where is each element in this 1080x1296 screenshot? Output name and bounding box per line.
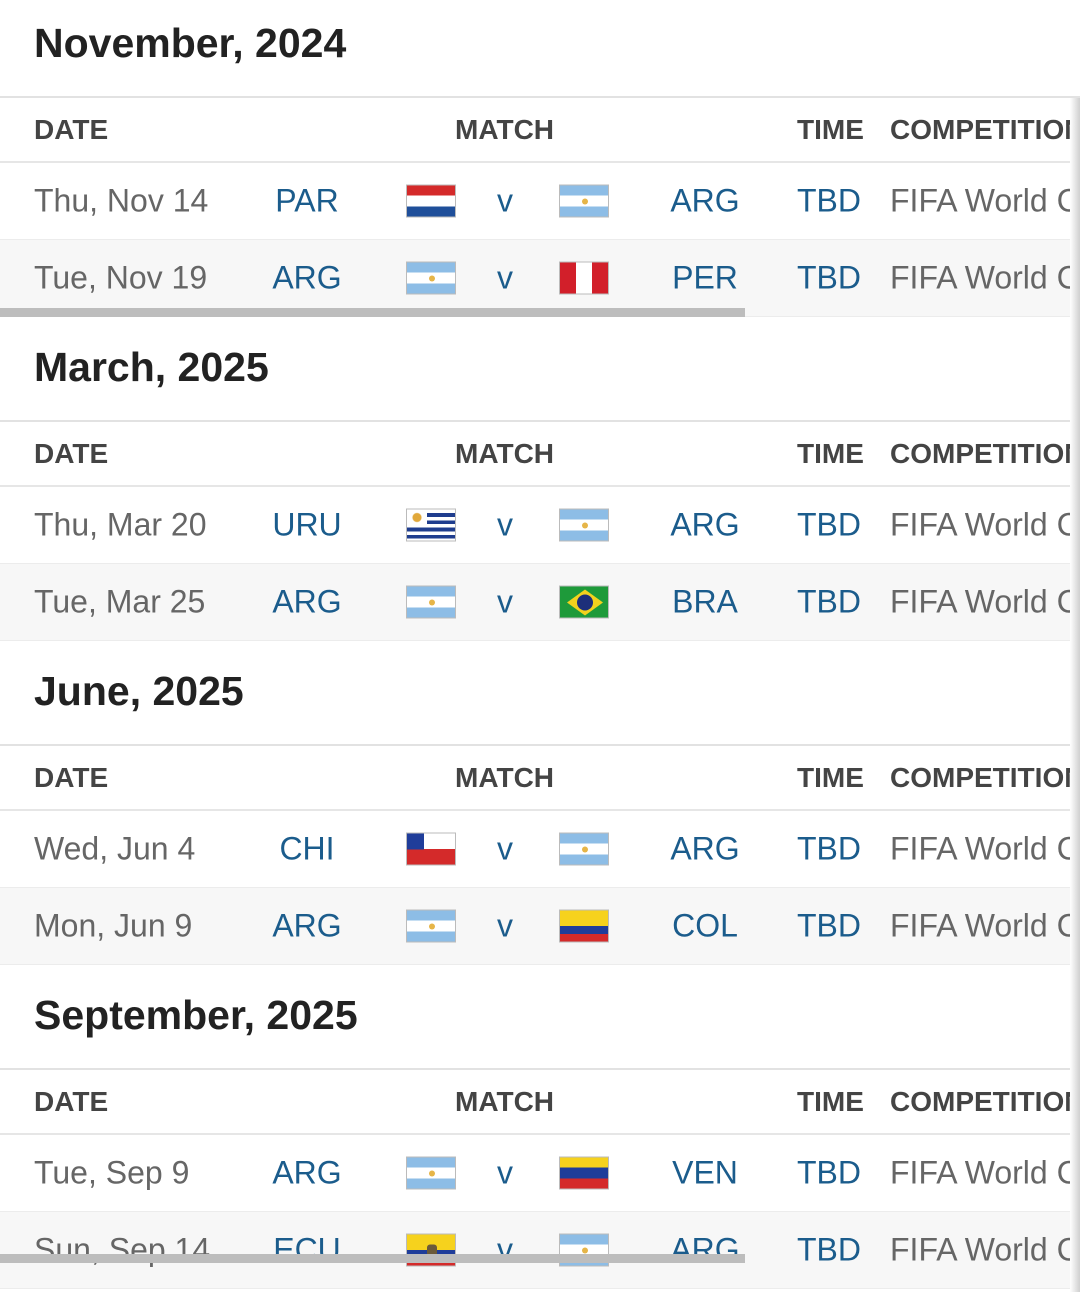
header-competition: COMPETITION (890, 1085, 1080, 1117)
month-section: November, 2024 DATE MATCH TIME COMPETITI… (0, 0, 1080, 324)
horizontal-scrollbar[interactable] (0, 1254, 745, 1263)
home-team-link[interactable]: ARG (272, 1154, 342, 1191)
horizontal-scroll-shadow (1070, 98, 1080, 1292)
table-header: DATE MATCH TIME COMPETITION (0, 422, 1080, 487)
match-time: TBD (797, 583, 861, 620)
brazil-flag-icon (559, 585, 609, 619)
match-row[interactable]: Thu, Mar 20 URU v ARG TBD FIFA World C (0, 487, 1080, 564)
match-row[interactable]: Mon, Jun 9 ARG v COL TBD FIFA World C (0, 888, 1080, 965)
header-time: TIME (797, 113, 864, 145)
home-team-link[interactable]: ARG (272, 259, 342, 296)
argentina-flag-icon (559, 832, 609, 866)
table-header: DATE MATCH TIME COMPETITION (0, 98, 1080, 163)
month-title: November, 2024 (0, 0, 1080, 98)
competition-name: FIFA World C (890, 907, 1080, 944)
match-row[interactable]: Sun, Sep 14 ECU v ARG TBD FIFA World C (0, 1212, 1080, 1289)
home-team-link[interactable]: URU (272, 506, 342, 543)
away-team-link[interactable]: VEN (672, 1154, 738, 1191)
match-time: TBD (797, 182, 861, 219)
header-date: DATE (34, 113, 109, 145)
competition-name: FIFA World C (890, 182, 1080, 219)
match-row[interactable]: Tue, Sep 9 ARG v VEN TBD FIFA World C (0, 1135, 1080, 1212)
header-time: TIME (797, 1085, 864, 1117)
versus-label: v (497, 506, 513, 543)
away-team-link[interactable]: ARG (670, 506, 740, 543)
away-team-link[interactable]: ARG (670, 830, 740, 867)
header-competition: COMPETITION (890, 113, 1080, 145)
competition-name: FIFA World C (890, 259, 1080, 296)
match-time: TBD (797, 830, 861, 867)
argentina-flag-icon (559, 184, 609, 218)
horizontal-scrollbar[interactable] (0, 308, 745, 317)
paraguay-flag-icon (406, 184, 456, 218)
match-date: Mon, Jun 9 (34, 907, 193, 944)
competition-name: FIFA World C (890, 830, 1080, 867)
header-competition: COMPETITION (890, 761, 1080, 793)
match-row[interactable]: Tue, Mar 25 ARG v BRA TBD FIFA World C (0, 564, 1080, 641)
competition-name: FIFA World C (890, 506, 1080, 543)
chile-flag-icon (406, 832, 456, 866)
match-time: TBD (797, 259, 861, 296)
match-time: TBD (797, 1154, 861, 1191)
versus-label: v (497, 830, 513, 867)
header-match: MATCH (455, 113, 555, 145)
header-date: DATE (34, 437, 109, 469)
home-team-link[interactable]: ARG (272, 907, 342, 944)
home-team-link[interactable]: PAR (275, 182, 339, 219)
versus-label: v (497, 1154, 513, 1191)
header-time: TIME (797, 437, 864, 469)
match-date: Wed, Jun 4 (34, 830, 196, 867)
match-date: Thu, Nov 14 (34, 182, 209, 219)
away-team-link[interactable]: PER (672, 259, 738, 296)
versus-label: v (497, 583, 513, 620)
match-date: Tue, Mar 25 (34, 583, 206, 620)
header-match: MATCH (455, 761, 555, 793)
header-time: TIME (797, 761, 864, 793)
match-row[interactable]: Tue, Nov 19 ARG v PER TBD FIFA World C (0, 240, 1080, 317)
home-team-link[interactable]: CHI (279, 830, 335, 867)
versus-label: v (497, 907, 513, 944)
uruguay-flag-icon (406, 508, 456, 542)
venezuela-flag-icon (559, 1156, 609, 1190)
month-section: March, 2025 DATE MATCH TIME COMPETITION … (0, 324, 1080, 648)
table-header: DATE MATCH TIME COMPETITION (0, 1070, 1080, 1135)
month-title: June, 2025 (0, 648, 1080, 746)
peru-flag-icon (559, 261, 609, 295)
match-time: TBD (797, 1231, 861, 1268)
argentina-flag-icon (559, 508, 609, 542)
competition-name: FIFA World C (890, 1154, 1080, 1191)
match-time: TBD (797, 907, 861, 944)
month-section: September, 2025 DATE MATCH TIME COMPETIT… (0, 972, 1080, 1296)
away-team-link[interactable]: ARG (670, 182, 740, 219)
argentina-flag-icon (406, 261, 456, 295)
argentina-flag-icon (406, 1156, 456, 1190)
month-section: June, 2025 DATE MATCH TIME COMPETITION W… (0, 648, 1080, 972)
match-date: Thu, Mar 20 (34, 506, 207, 543)
header-match: MATCH (455, 437, 555, 469)
competition-name: FIFA World C (890, 583, 1080, 620)
match-row[interactable]: Wed, Jun 4 CHI v ARG TBD FIFA World C (0, 811, 1080, 888)
month-title: March, 2025 (0, 324, 1080, 422)
versus-label: v (497, 182, 513, 219)
away-team-link[interactable]: COL (672, 907, 738, 944)
competition-name: FIFA World C (890, 1231, 1080, 1268)
argentina-flag-icon (406, 585, 456, 619)
match-time: TBD (797, 506, 861, 543)
home-team-link[interactable]: ARG (272, 583, 342, 620)
month-title: September, 2025 (0, 972, 1080, 1070)
header-match: MATCH (455, 1085, 555, 1117)
header-date: DATE (34, 1085, 109, 1117)
argentina-flag-icon (406, 909, 456, 943)
header-competition: COMPETITION (890, 437, 1080, 469)
away-team-link[interactable]: BRA (672, 583, 738, 620)
table-header: DATE MATCH TIME COMPETITION (0, 746, 1080, 811)
colombia-flag-icon (559, 909, 609, 943)
header-date: DATE (34, 761, 109, 793)
match-row[interactable]: Thu, Nov 14 PAR v ARG TBD FIFA World C (0, 163, 1080, 240)
match-date: Tue, Sep 9 (34, 1154, 190, 1191)
match-date: Tue, Nov 19 (34, 259, 208, 296)
versus-label: v (497, 259, 513, 296)
